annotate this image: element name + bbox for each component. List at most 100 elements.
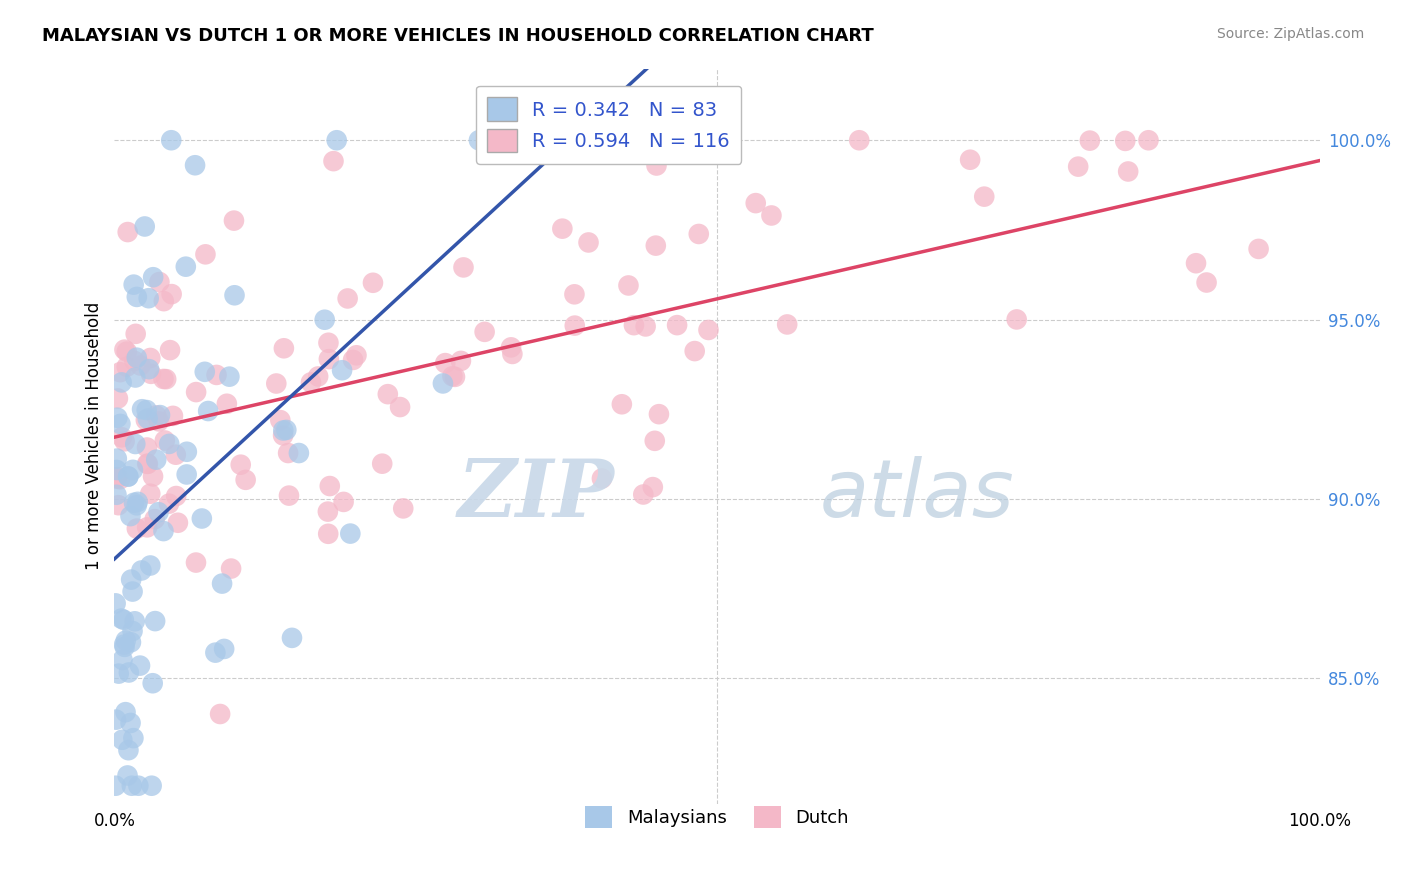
Point — [104, 596, 127, 610]
Text: Source: ZipAtlas.com: Source: ZipAtlas.com — [1216, 27, 1364, 41]
Point — [114, 640, 136, 654]
Point — [120, 573, 142, 587]
Point — [118, 665, 141, 680]
Point — [377, 387, 399, 401]
Point — [124, 437, 146, 451]
Point — [143, 512, 166, 526]
Point — [666, 318, 689, 332]
Point — [149, 408, 172, 422]
Point — [336, 292, 359, 306]
Point — [266, 376, 288, 391]
Point — [159, 343, 181, 358]
Point — [124, 370, 146, 384]
Point — [578, 235, 600, 250]
Point — [644, 434, 666, 448]
Point — [392, 501, 415, 516]
Point — [104, 779, 127, 793]
Point — [153, 434, 176, 448]
Point — [138, 291, 160, 305]
Point — [152, 524, 174, 538]
Point — [120, 635, 142, 649]
Point — [299, 376, 322, 390]
Point — [105, 713, 128, 727]
Point — [318, 335, 340, 350]
Point — [683, 344, 706, 359]
Point — [145, 409, 167, 423]
Point — [1114, 134, 1136, 148]
Point — [108, 365, 131, 379]
Point — [316, 505, 339, 519]
Point — [142, 469, 165, 483]
Point — [184, 556, 207, 570]
Point — [645, 159, 668, 173]
Point — [176, 444, 198, 458]
Point — [776, 318, 799, 332]
Point — [112, 343, 135, 357]
Point — [165, 448, 187, 462]
Point — [453, 260, 475, 275]
Point — [761, 209, 783, 223]
Point — [346, 348, 368, 362]
Point — [142, 270, 165, 285]
Point — [1185, 256, 1208, 270]
Point — [204, 646, 226, 660]
Point — [325, 133, 347, 147]
Point — [1078, 134, 1101, 148]
Point — [269, 413, 291, 427]
Point — [474, 325, 496, 339]
Point — [120, 715, 142, 730]
Point — [468, 133, 491, 147]
Point — [131, 564, 153, 578]
Point — [139, 351, 162, 365]
Point — [648, 407, 671, 421]
Point — [209, 706, 232, 721]
Point — [124, 615, 146, 629]
Point — [157, 497, 180, 511]
Point — [215, 397, 238, 411]
Point — [152, 372, 174, 386]
Point — [125, 290, 148, 304]
Point — [184, 385, 207, 400]
Legend: Malaysians, Dutch: Malaysians, Dutch — [578, 798, 856, 835]
Point — [191, 511, 214, 525]
Point — [307, 369, 329, 384]
Point — [143, 614, 166, 628]
Point — [1247, 242, 1270, 256]
Point — [591, 471, 613, 485]
Point — [205, 368, 228, 382]
Point — [117, 743, 139, 757]
Point — [138, 362, 160, 376]
Point — [184, 158, 207, 172]
Point — [157, 437, 180, 451]
Point — [162, 409, 184, 423]
Point — [125, 498, 148, 512]
Point — [145, 452, 167, 467]
Point — [633, 487, 655, 501]
Point — [848, 133, 870, 147]
Point — [644, 238, 666, 252]
Point — [634, 319, 657, 334]
Point — [610, 397, 633, 411]
Point — [139, 486, 162, 500]
Point — [136, 520, 159, 534]
Point — [155, 372, 177, 386]
Point — [564, 287, 586, 301]
Point — [194, 365, 217, 379]
Point — [121, 624, 143, 638]
Point — [152, 294, 174, 309]
Point — [235, 473, 257, 487]
Point — [271, 428, 294, 442]
Point — [330, 363, 353, 377]
Point — [1137, 133, 1160, 147]
Point — [371, 457, 394, 471]
Point — [121, 779, 143, 793]
Point — [111, 430, 134, 444]
Point — [105, 410, 128, 425]
Point — [131, 402, 153, 417]
Point — [134, 219, 156, 234]
Point — [564, 318, 586, 333]
Point — [361, 276, 384, 290]
Point — [617, 278, 640, 293]
Point — [115, 359, 138, 374]
Point — [271, 424, 294, 438]
